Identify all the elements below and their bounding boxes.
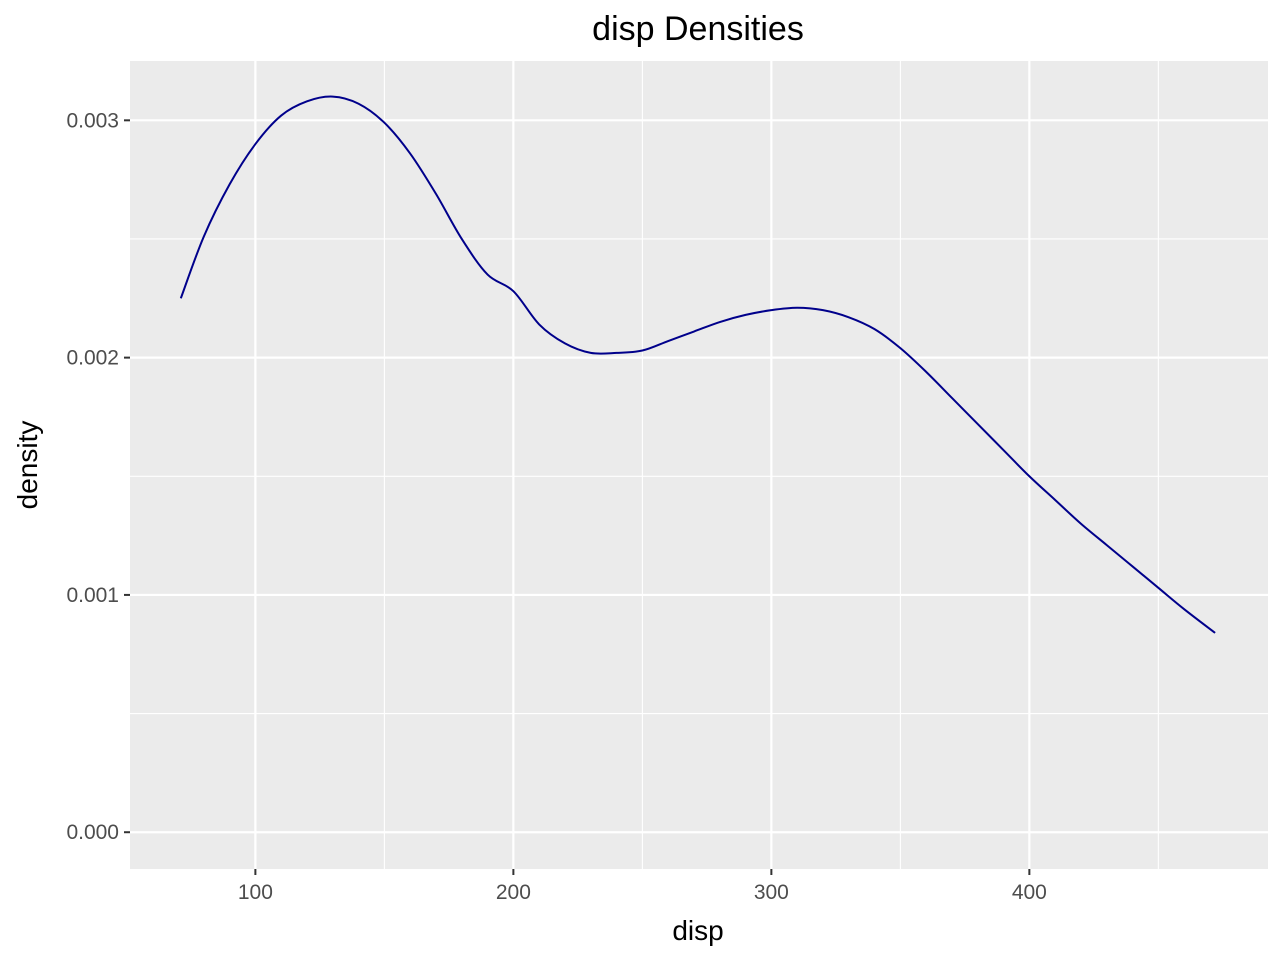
minor-gridlines (130, 61, 1268, 869)
y-tick-label: 0.001 (66, 584, 119, 607)
major-gridlines (130, 61, 1268, 869)
x-tick-label: 100 (238, 881, 273, 904)
y-axis-title: density (12, 421, 43, 510)
series-layer (179, 95, 1216, 634)
x-axis-title: disp (672, 915, 723, 946)
y-tick-label: 0.000 (66, 821, 119, 844)
y-tick-label: 0.003 (66, 109, 119, 132)
chart-title: disp Densities (592, 10, 804, 48)
y-axis: 0.000 0.001 0.002 0.003 (66, 109, 130, 844)
x-tick-label: 400 (1012, 881, 1047, 904)
density-line (179, 95, 1216, 634)
y-tick-label: 0.002 (66, 347, 119, 370)
x-tick-label: 200 (496, 881, 531, 904)
x-axis: 100 200 300 400 (238, 869, 1047, 904)
x-tick-label: 300 (754, 881, 789, 904)
plot-panel (130, 61, 1268, 869)
